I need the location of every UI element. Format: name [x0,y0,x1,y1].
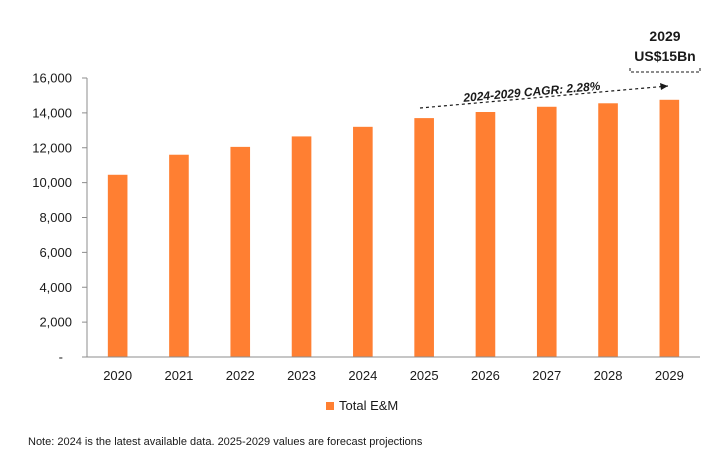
bar-2022 [230,146,251,357]
x-tick-label: 2029 [655,368,684,383]
legend-swatch [326,401,334,410]
x-tick-label: 2026 [471,368,500,383]
bar-2025 [414,118,434,357]
bar-2021 [169,154,189,357]
y-tick-label: 14,000 [32,105,72,120]
x-tick-label: 2020 [103,368,132,383]
x-tick-label: 2022 [226,368,255,383]
y-tick-label: 2,000 [39,315,72,330]
bar-2020 [107,174,128,357]
callout-bracket [629,68,701,73]
legend: Total E&M [326,398,398,413]
y-tick-label: 16,000 [32,71,72,86]
cagr-arrow-head [660,83,668,90]
x-axis: 2020 2021 2022 2023 2024 2025 2026 2027 2028 2029 [87,356,700,383]
callout-value: US$15Bn [634,48,695,64]
x-tick-label: 2028 [594,368,623,383]
bar-2026 [475,112,496,357]
legend-label: Total E&M [339,398,399,413]
y-tick-label: 4,000 [39,280,72,295]
bars [107,99,680,357]
footnote: Note: 2024 is the latest available data.… [28,436,423,448]
y-tick-label: 10,000 [32,175,72,190]
x-tick-label: 2025 [410,368,439,383]
bar-2027 [536,106,557,357]
y-tick-label: 12,000 [32,140,72,155]
bar-2029 [659,99,680,357]
x-tick-label: 2021 [164,368,193,383]
y-tick-label: 6,000 [39,245,72,260]
bar-2023 [291,136,312,357]
x-tick-label: 2027 [532,368,561,383]
cagr-annotation: 2024-2029 CAGR: 2.28% [419,79,669,109]
callout-2029: 2029 US$15Bn [629,28,701,73]
bar-2024 [353,126,373,357]
cagr-label: 2024-2029 CAGR: 2.28% [462,79,601,105]
bar-2028 [598,103,618,357]
x-tick-label: 2023 [287,368,316,383]
y-tick-label: 8,000 [39,210,72,225]
x-tick-label: 2024 [348,368,377,383]
callout-year: 2029 [649,28,680,44]
y-axis: - 2,000 4,000 6,000 8,000 10,000 12,000 14,000 1… [32,71,88,365]
y-tick-label: - [59,350,63,365]
